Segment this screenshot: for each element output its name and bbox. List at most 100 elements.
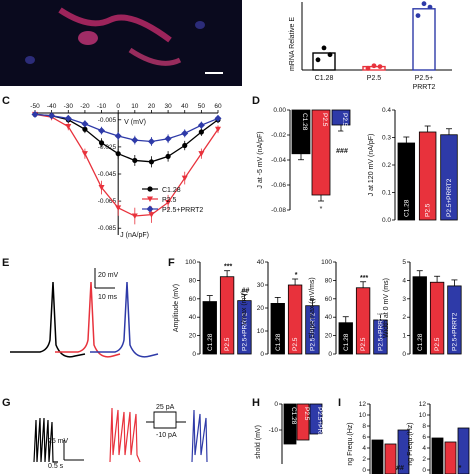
F1-cat-label-2: P2.5+PRRT2 <box>241 312 248 351</box>
F4-cat-label-1: P2.5 <box>434 337 441 351</box>
I1-ytick-label-1: 10 <box>359 412 367 419</box>
I2-bar-0 <box>431 437 444 474</box>
D2-ytick-label-0: 0.0 <box>382 217 391 224</box>
C-ytick-label-0: -0.005 <box>98 117 117 124</box>
panel-e-traces <box>10 268 159 358</box>
D2-ylabel: J at 120 mV (nA/pF) <box>368 134 375 197</box>
F1-ytick-label-3: 60 <box>189 296 197 303</box>
I2-ylabel: ng Frequ.(Hz) <box>407 422 414 465</box>
C-xtick-label-11: 60 <box>214 103 222 110</box>
I1-ytick-label-3: 6 <box>362 434 366 441</box>
D1-cat-label-1: P2.5 <box>321 113 328 127</box>
I1-ytick-label-2: 8 <box>362 423 366 430</box>
F1-ytick-label-1: 20 <box>189 333 197 340</box>
panel-a-image <box>0 0 242 86</box>
F2-ytick-label-3: 30 <box>257 282 265 289</box>
g-pulse-lo: -10 pA <box>156 432 177 439</box>
F2-ytick-label-4: 40 <box>257 259 265 266</box>
C-point-0-8 <box>165 153 171 159</box>
C-ytick-label-4: -0.085 <box>98 225 117 232</box>
C-point-0-5 <box>115 151 121 157</box>
D1-annot-0: * <box>320 206 323 213</box>
F3-ytick-label-0: 0 <box>328 351 332 358</box>
C-xtick-label-8: 30 <box>164 103 172 110</box>
D2-ytick-label-3: 0.3 <box>382 135 391 142</box>
D1-ytick-label-1: -0.02 <box>271 132 286 139</box>
C-point-2-2 <box>64 114 72 122</box>
H-cat-label-1: P2.5 <box>303 407 310 421</box>
C-point-0-7 <box>148 159 155 165</box>
I2-bar-1 <box>444 441 457 474</box>
F2-ytick-label-1: 10 <box>257 328 265 335</box>
D1-annot-1: ### <box>336 148 348 155</box>
F3-annot-0: *** <box>360 275 368 282</box>
B-point-0-2 <box>327 52 333 58</box>
F4-ytick-label-4: 4 <box>402 277 406 284</box>
g-scale-s: 0.5 s <box>48 463 64 470</box>
C-point-0-6 <box>132 157 138 164</box>
F3-ytick-label-1: 20 <box>325 333 333 340</box>
F1-ytick-label-2: 40 <box>189 314 197 321</box>
panel-label-d: D <box>252 95 260 107</box>
B-bar-2 <box>412 8 436 71</box>
H-ytick-label-0: 0 <box>274 401 278 408</box>
I2-annot-0: * <box>459 465 462 472</box>
chart-f3: 0 20 40 60 80 100 Slope max (mV/ms) C1.28 P2.5 P2… <box>309 259 388 358</box>
C-point-1-7 <box>148 212 155 218</box>
C-xtick-label-1: -40 <box>47 103 57 110</box>
C-xtick-label-0: -50 <box>30 103 40 110</box>
F4-ytick-label-1: 1 <box>402 333 406 340</box>
I1-ylabel: ng Frequ.(Hz) <box>347 422 354 465</box>
I2-ytick-label-6: 0 <box>422 467 426 474</box>
panel-label-i: I <box>338 397 341 409</box>
chart-h: 0 -10 shold (mV) C1.28 P2.5 P2.5+PRRT2 <box>255 401 323 464</box>
C-point-2-8 <box>164 135 172 143</box>
I2-ytick-label-3: 6 <box>422 434 426 441</box>
C-legend-label-1: P2.5 <box>162 197 177 204</box>
B-ylabel: mRNA Relative E <box>289 17 296 71</box>
C-ytick-label-3: -0.065 <box>98 198 117 205</box>
D1-ytick-label-4: -0.08 <box>271 207 286 214</box>
chart-i2: 12 10 8 6 4 2 0 ng Frequ.(Hz) * <box>407 401 470 474</box>
C-legend-marker-0 <box>147 186 153 192</box>
D1-cat-label-2: P2.5+PRRT2 <box>341 113 348 152</box>
H-ytick-label-1: -10 <box>269 427 279 434</box>
B-point-2-1 <box>421 1 427 7</box>
chart-c: -50 -40 -30 -20 -10 0 10 20 30 40 50 60 -0.005 -0.025… <box>30 103 222 239</box>
panel-label-c: C <box>2 95 10 107</box>
chart-f4: 0 1 2 3 4 5 Width at 0 mV (ms) C1.28 P2.5 P2.5+PR… <box>383 259 462 358</box>
C-legend-marker-1 <box>147 196 153 202</box>
C-point-2-4 <box>98 127 106 135</box>
C-legend-label-0: C1.28 <box>162 187 181 194</box>
F1-ylabel: Amplitude (mV) <box>173 284 180 332</box>
C-point-2-0 <box>31 110 39 118</box>
chart-d2: 0.0 0.1 0.2 0.3 0.4 J at 120 mV (nA/pF) C1.28 P… <box>368 107 458 224</box>
F2-cat-label-1: P2.5 <box>292 337 299 351</box>
D1-ytick-label-2: -0.04 <box>271 157 286 164</box>
C-point-0-4 <box>98 140 105 146</box>
H-bar-1 <box>296 403 310 441</box>
F2-ytick-label-2: 20 <box>257 305 265 312</box>
H-cat-label-2: P2.5+PRRT2 <box>316 407 323 446</box>
I1-annot-0: ## <box>396 465 404 472</box>
I2-bar-2 <box>457 427 470 474</box>
F2-ylabel: Vmax (mV) <box>241 291 248 326</box>
D2-ytick-label-1: 0.1 <box>382 190 391 197</box>
C-legend-marker-2 <box>146 205 154 213</box>
H-cat-label-0: C1.28 <box>290 407 297 425</box>
C-xtick-label-10: 50 <box>198 103 206 110</box>
F2-ytick-label-0: 0 <box>260 351 264 358</box>
C-xtick-label-2: -30 <box>64 103 74 110</box>
panel-g-traces <box>33 407 208 463</box>
F4-ytick-label-3: 3 <box>402 296 406 303</box>
C-point-0-3 <box>82 126 88 132</box>
F2-cat-label-2: P2.5+PRRT2 <box>309 312 316 351</box>
H-bar-2 <box>309 403 323 435</box>
B-point-1-0 <box>365 65 371 71</box>
D1-ytick-label-0: 0.00 <box>273 107 286 114</box>
F3-ytick-label-3: 60 <box>325 296 333 303</box>
B-point-2-0 <box>415 13 421 18</box>
I1-bar-0 <box>371 439 384 474</box>
D1-cat-label-0: C1.28 <box>301 113 308 131</box>
B-cat-label-2-1: PRRT2 <box>413 84 436 91</box>
